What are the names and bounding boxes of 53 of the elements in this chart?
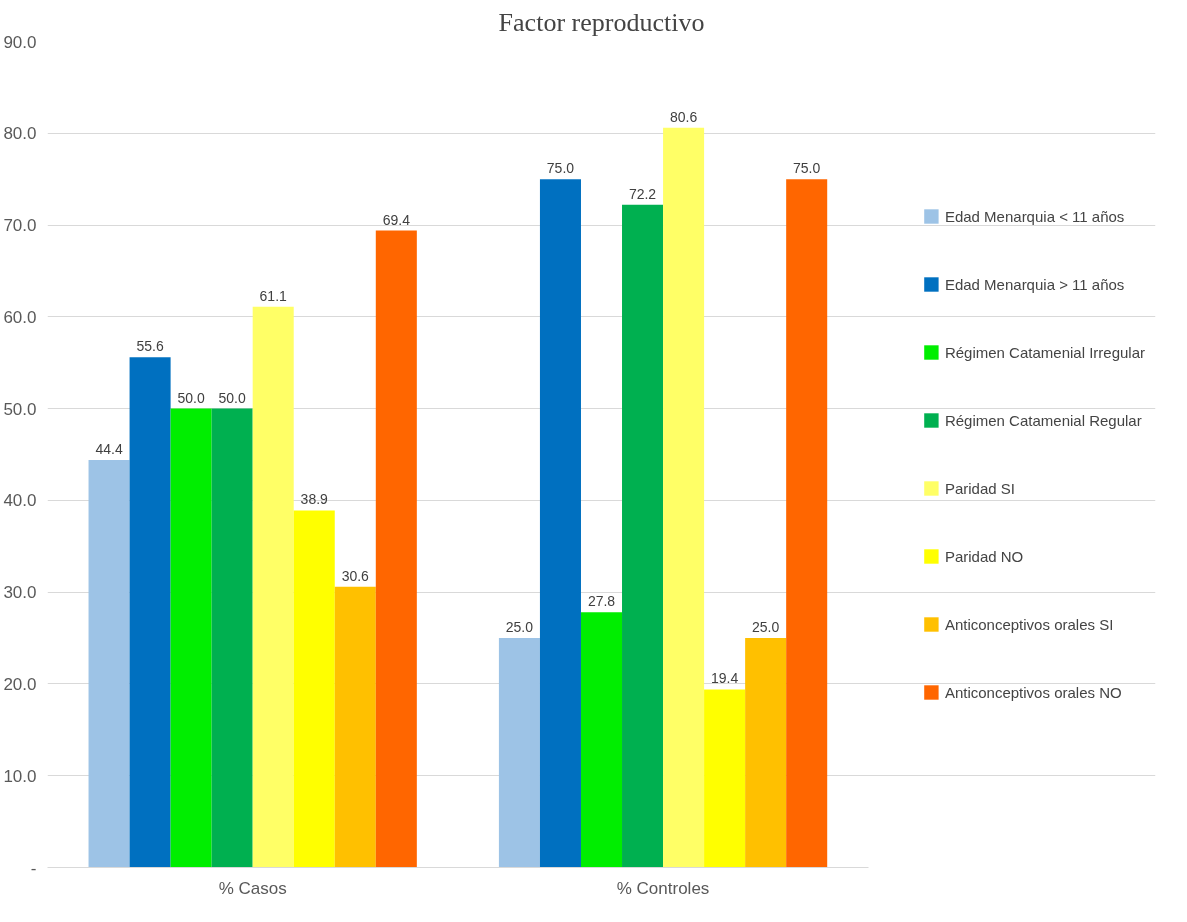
y-tick-label: 80.0 xyxy=(3,124,37,144)
data-label: 19.4 xyxy=(710,670,739,687)
bar xyxy=(293,510,335,868)
x-tick-label: % Controles xyxy=(616,878,710,898)
legend-label: Anticonceptivos orales SI xyxy=(944,615,1114,633)
bar xyxy=(663,127,705,868)
bar xyxy=(622,204,664,868)
data-label: 75.0 xyxy=(546,160,575,177)
legend-label: Régimen Catamenial Irregular xyxy=(944,343,1145,361)
legend-label: Paridad NO xyxy=(944,547,1024,565)
bar xyxy=(88,460,130,868)
data-label: 27.8 xyxy=(587,593,616,610)
y-tick-label: 20.0 xyxy=(3,674,37,694)
data-label: 25.0 xyxy=(505,619,534,636)
y-tick-label: 50.0 xyxy=(3,399,37,419)
data-label: 72.2 xyxy=(628,185,657,202)
data-label: 50.0 xyxy=(177,389,205,406)
legend-label: Régimen Catamenial Regular xyxy=(944,411,1142,429)
data-label: 75.0 xyxy=(793,160,821,177)
data-label: 30.6 xyxy=(341,567,370,584)
y-tick-label: - xyxy=(30,858,37,878)
bar xyxy=(580,612,623,868)
data-label: 80.6 xyxy=(669,108,698,125)
y-tick-label: 90.0 xyxy=(3,32,37,52)
x-tick-label: % Casos xyxy=(218,878,287,898)
bar xyxy=(211,408,253,868)
data-label: 61.1 xyxy=(259,287,288,304)
data-label: 69.4 xyxy=(382,211,411,228)
legend-label: Edad Menarquia < 11 años xyxy=(944,207,1125,225)
data-label: 38.9 xyxy=(300,491,329,508)
legend-label: Edad Menarquia > 11 años xyxy=(944,275,1125,293)
y-tick-label: 10.0 xyxy=(3,766,37,786)
y-tick-label: 40.0 xyxy=(3,491,37,511)
y-tick-label: 60.0 xyxy=(3,307,37,327)
bar xyxy=(539,179,581,868)
bar xyxy=(498,638,540,868)
y-tick-label: 70.0 xyxy=(3,216,37,236)
bar xyxy=(334,586,376,868)
bar xyxy=(786,179,828,868)
legend-label: Anticonceptivos orales NO xyxy=(944,683,1122,701)
bar xyxy=(170,408,212,868)
bar xyxy=(375,230,417,868)
bar xyxy=(704,689,746,868)
data-label: 50.0 xyxy=(218,389,246,406)
data-label: 44.4 xyxy=(95,441,123,458)
bar xyxy=(252,306,294,868)
bar xyxy=(129,357,171,868)
y-tick-label: 30.0 xyxy=(3,583,37,603)
legend-label: Paridad SI xyxy=(944,479,1015,497)
data-label: 25.0 xyxy=(752,619,780,636)
data-label: 55.6 xyxy=(136,338,164,355)
bar xyxy=(745,638,787,868)
chart-title: Factor reproductivo xyxy=(498,7,705,37)
